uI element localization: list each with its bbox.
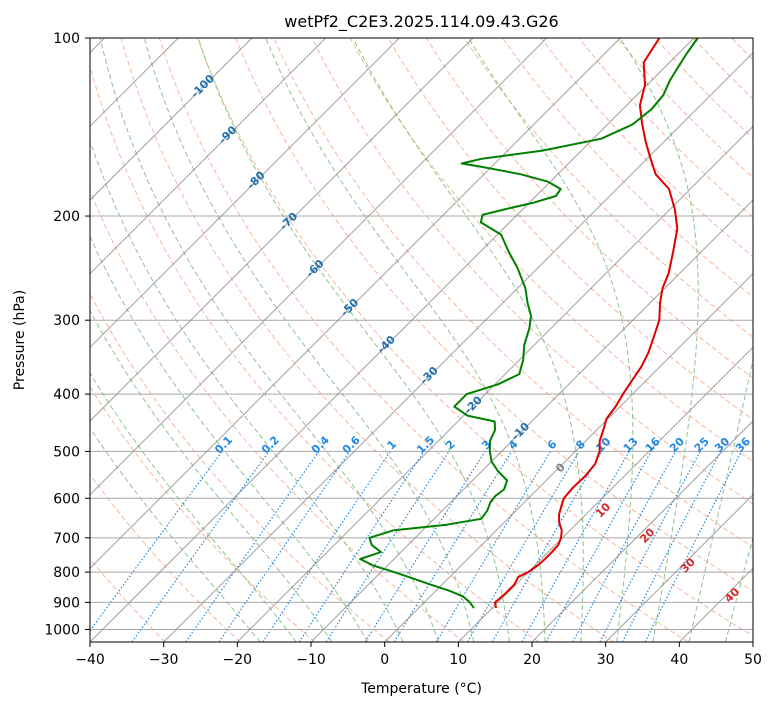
dry-adiabat: [0, 38, 315, 642]
moist-adiabat-label: 10: [593, 500, 613, 520]
dry-adiabat-label: -90: [216, 123, 239, 146]
dry-adiabat: [694, 38, 775, 642]
isotherm-line: [606, 38, 775, 642]
dry-adiabat: [83, 38, 539, 642]
dry-adiabat: [655, 38, 775, 642]
x-axis: −40 −30 −20 −10 0 10 20 30 40 50: [75, 642, 762, 668]
dry-adiabat: [274, 38, 775, 642]
isotherm-line: [0, 38, 547, 642]
dry-adiabat-label: -60: [303, 257, 326, 280]
y-tick-label: 800: [53, 565, 80, 581]
profiles: [360, 38, 698, 608]
isotherm-line: [16, 38, 620, 642]
x-tick-label: 40: [670, 652, 688, 668]
mixing-ratio-line: [219, 451, 350, 642]
dry-adiabat: [465, 38, 775, 642]
mixing-ratio-line: [573, 451, 676, 642]
dry-adiabat: [0, 38, 240, 642]
dry-adiabat: [350, 38, 775, 642]
isotherm-line: [753, 38, 775, 642]
mixing-ratio-label: 3: [479, 438, 494, 453]
x-tick-label: −30: [149, 652, 179, 668]
x-tick-label: −40: [75, 652, 105, 668]
dry-adiabat: [770, 38, 775, 642]
moist-adiabat-label: 20: [637, 525, 657, 545]
mixing-ratio-label: 0.1: [212, 433, 235, 456]
isobar-gridlines: [90, 38, 753, 629]
mixing-ratio-label: 1.5: [414, 433, 437, 456]
y-tick-label: 200: [53, 209, 80, 225]
x-tick-label: −20: [223, 652, 253, 668]
moist-adiabat: [32, 38, 368, 642]
y-axis: 100 200 300 400 500 600 700 800 900 1000: [44, 31, 90, 638]
mixing-ratio-label: 25: [692, 435, 712, 455]
y-tick-label: 600: [53, 491, 80, 507]
x-tick-label: 30: [597, 652, 615, 668]
mixing-ratio-line: [299, 451, 424, 642]
y-tick-label: 700: [53, 531, 80, 547]
isotherm-line: [0, 38, 326, 642]
mixing-ratio-label: 6: [545, 437, 560, 452]
moist-adiabat-label: 0: [553, 460, 568, 475]
dry-adiabat-label: -70: [277, 210, 300, 233]
x-tick-label: −10: [296, 652, 326, 668]
y-tick-label: 300: [53, 313, 80, 329]
mixing-ratio-line: [622, 451, 720, 642]
temperature-profile: [495, 38, 677, 608]
y-tick-label: 1000: [44, 622, 80, 638]
dry-adiabat-label: -100: [188, 72, 217, 101]
moist-adiabat: [469, 38, 633, 642]
dry-adiabat-label: -30: [417, 364, 440, 387]
mixing-ratio-label: 13: [621, 435, 641, 455]
dry-adiabat: [236, 38, 775, 642]
mixing-ratio-label: 0.4: [309, 433, 332, 456]
y-tick-label: 500: [53, 444, 80, 460]
isotherm-line: [164, 38, 768, 642]
dry-adiabat-label: -50: [338, 296, 361, 319]
mixing-ratio-label: 1: [385, 438, 400, 453]
isotherm-line: [679, 38, 775, 642]
dry-adiabat: [7, 38, 390, 642]
mixing-ratio-line: [82, 451, 222, 642]
moist-adiabat: [0, 38, 260, 642]
y-axis-label: Pressure (hPa): [12, 290, 28, 390]
mixing-ratio-line: [394, 451, 512, 642]
dry-adiabat: [198, 38, 763, 642]
x-axis-label: Temperature (°C): [360, 681, 482, 697]
dry-adiabat-label: -40: [375, 333, 398, 356]
x-tick-label: 0: [380, 652, 389, 668]
isotherm-line: [0, 38, 252, 642]
y-tick-label: 400: [53, 387, 80, 403]
x-tick-label: 20: [523, 652, 541, 668]
dry-adiabat: [159, 38, 688, 642]
mixing-ratio-line: [546, 451, 651, 642]
isotherm-line: [0, 38, 399, 642]
mixing-ratio-lines: [82, 451, 742, 642]
mixing-ratio-line: [522, 451, 629, 642]
moist-adiabat: [4, 38, 332, 642]
x-tick-label: 10: [449, 652, 467, 668]
mixing-ratio-line: [326, 451, 449, 642]
mixing-ratio-label: 0.6: [340, 433, 363, 456]
x-tick-label: 50: [744, 652, 762, 668]
y-tick-label: 900: [53, 595, 80, 611]
y-tick-label: 100: [53, 31, 80, 47]
isotherm-line: [458, 38, 775, 642]
chart-title: wetPf2_C2E3.2025.114.09.43.G26: [284, 12, 558, 32]
moist-adiabat: [689, 38, 775, 642]
mixing-ratio-label: 2: [443, 438, 458, 453]
dry-adiabat-label: -80: [244, 168, 267, 191]
mixing-ratio-line: [365, 451, 485, 642]
dry-adiabat: [388, 38, 775, 642]
dry-adiabat: [426, 38, 775, 642]
dewpoint-profile: [360, 38, 698, 608]
isotherm-line: [385, 38, 775, 642]
